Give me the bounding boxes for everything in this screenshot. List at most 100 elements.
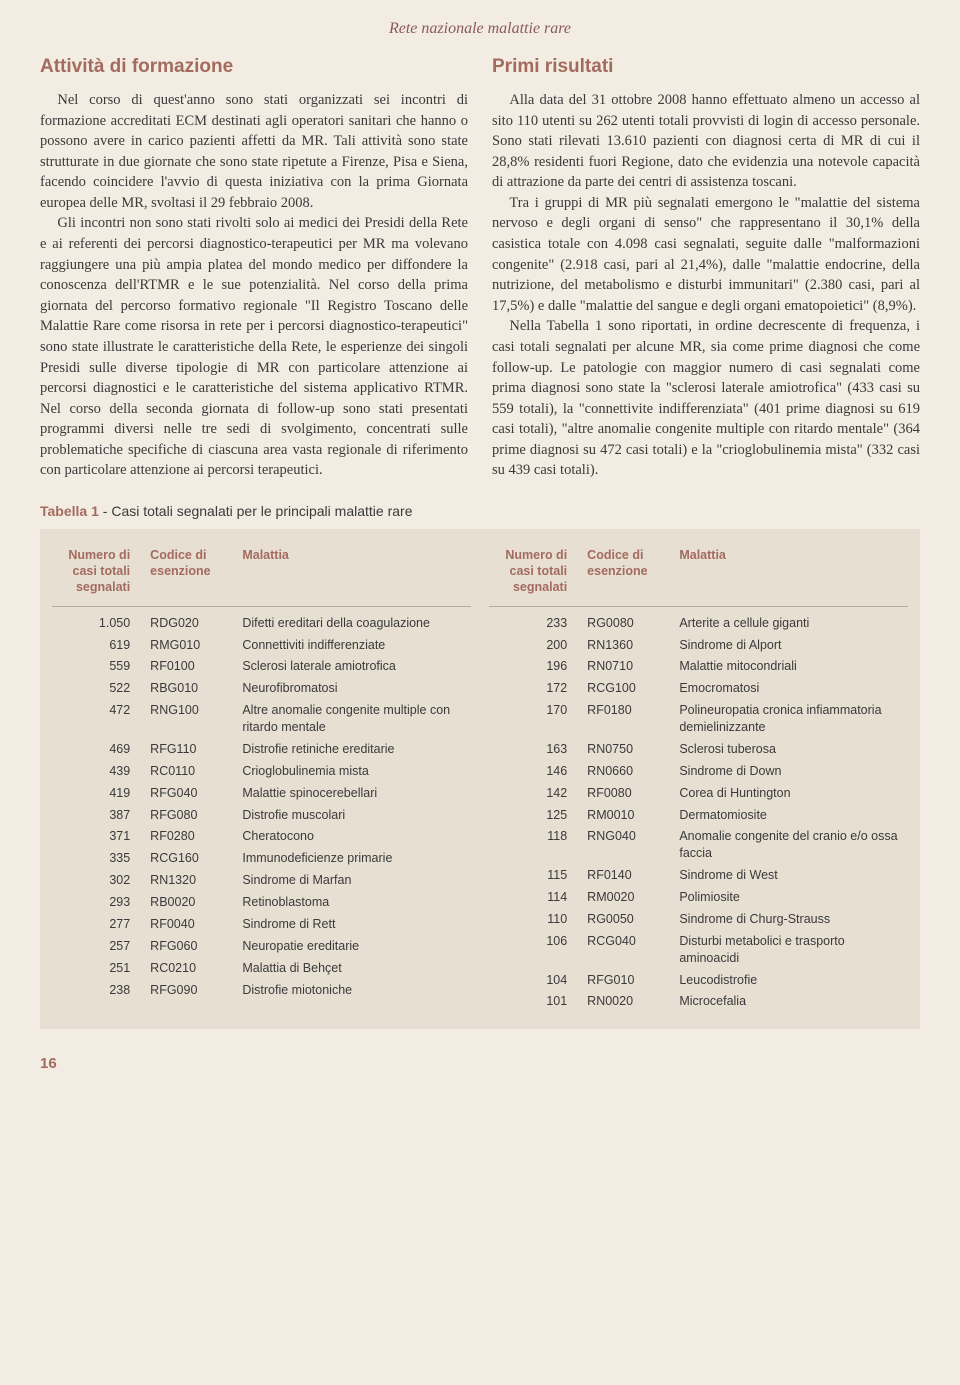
cell-code: RF0100	[144, 656, 236, 678]
th-code: Codice di esenzione	[144, 543, 236, 606]
table-caption: Tabella 1 - Casi totali segnalati per le…	[40, 503, 920, 519]
cell-code: RG0050	[581, 908, 673, 930]
table-row: 559RF0100Sclerosi laterale amiotrofica	[52, 656, 471, 678]
cell-disease: Sclerosi laterale amiotrofica	[236, 656, 471, 678]
table-row: 146RN0660Sindrome di Down	[489, 760, 908, 782]
cell-num: 172	[489, 678, 581, 700]
cell-disease: Distrofie muscolari	[236, 804, 471, 826]
cell-disease: Corea di Huntington	[673, 782, 908, 804]
disease-table-right: Numero di casi totali segnalati Codice d…	[489, 543, 908, 1013]
table-row: 619RMG010Connettiviti indifferenziate	[52, 634, 471, 656]
cell-num: 106	[489, 930, 581, 969]
table-row: 469RFG110Distrofie retiniche ereditarie	[52, 738, 471, 760]
table-left-col: Numero di casi totali segnalati Codice d…	[52, 543, 471, 1013]
table-row: 118RNG040Anomalie congenite del cranio e…	[489, 826, 908, 865]
cell-code: RCG160	[144, 848, 236, 870]
right-paragraph-2: Tra i gruppi di MR più segnalati emergon…	[492, 193, 920, 316]
cell-code: RNG100	[144, 700, 236, 739]
cell-code: RF0080	[581, 782, 673, 804]
cell-code: RF0040	[144, 913, 236, 935]
cell-code: RDG020	[144, 606, 236, 634]
cell-code: RM0010	[581, 804, 673, 826]
table-row: 101RN0020Microcefalia	[489, 991, 908, 1013]
cell-disease: Leucodistrofie	[673, 969, 908, 991]
cell-disease: Malattie spinocerebellari	[236, 782, 471, 804]
cell-disease: Distrofie miotoniche	[236, 979, 471, 1001]
table-row: 419RFG040Malattie spinocerebellari	[52, 782, 471, 804]
table-caption-label: Tabella 1	[40, 503, 99, 519]
cell-num: 469	[52, 738, 144, 760]
left-paragraph-1: Nel corso di quest'anno sono stati organ…	[40, 90, 468, 213]
cell-num: 200	[489, 634, 581, 656]
cell-code: RC0110	[144, 760, 236, 782]
cell-disease: Polimiosite	[673, 887, 908, 909]
cell-num: 104	[489, 969, 581, 991]
cell-num: 472	[52, 700, 144, 739]
table-row: 335RCG160Immunodeficienze primarie	[52, 848, 471, 870]
cell-num: 110	[489, 908, 581, 930]
left-section-title: Attività di formazione	[40, 56, 468, 78]
page-number: 16	[40, 1055, 920, 1072]
cell-disease: Arterite a cellule giganti	[673, 606, 908, 634]
table-row: 233RG0080Arterite a cellule giganti	[489, 606, 908, 634]
table-row: 163RN0750Sclerosi tuberosa	[489, 738, 908, 760]
table-row: 522RBG010Neurofibromatosi	[52, 678, 471, 700]
table-row: 371RF0280Cheratocono	[52, 826, 471, 848]
cell-code: RN1360	[581, 634, 673, 656]
cell-code: RN0020	[581, 991, 673, 1013]
cell-disease: Sindrome di Down	[673, 760, 908, 782]
table-row: 293RB0020Retinoblastoma	[52, 892, 471, 914]
cell-code: RC0210	[144, 957, 236, 979]
cell-num: 371	[52, 826, 144, 848]
cell-disease: Crioglobulinemia mista	[236, 760, 471, 782]
table-row: 472RNG100Altre anomalie congenite multip…	[52, 700, 471, 739]
right-section-title: Primi risultati	[492, 56, 920, 78]
cell-num: 115	[489, 865, 581, 887]
table-row: 106RCG040Disturbi metabolici e trasporto…	[489, 930, 908, 969]
table-row: 302RN1320Sindrome di Marfan	[52, 870, 471, 892]
table-row: 238RFG090Distrofie miotoniche	[52, 979, 471, 1001]
text-columns: Attività di formazione Nel corso di ques…	[40, 56, 920, 481]
cell-num: 559	[52, 656, 144, 678]
right-paragraph-3: Nella Tabella 1 sono riportati, in ordin…	[492, 316, 920, 481]
cell-num: 118	[489, 826, 581, 865]
cell-disease: Altre anomalie congenite multiple con ri…	[236, 700, 471, 739]
table-row: 110RG0050Sindrome di Churg-Strauss	[489, 908, 908, 930]
left-paragraph-2: Gli incontri non sono stati rivolti solo…	[40, 213, 468, 481]
right-column: Primi risultati Alla data del 31 ottobre…	[492, 56, 920, 481]
cell-disease: Sindrome di Alport	[673, 634, 908, 656]
table-right-col: Numero di casi totali segnalati Codice d…	[489, 543, 908, 1013]
th-num: Numero di casi totali segnalati	[489, 543, 581, 606]
cell-code: RFG080	[144, 804, 236, 826]
cell-disease: Malattia di Behçet	[236, 957, 471, 979]
table-row: 200RN1360Sindrome di Alport	[489, 634, 908, 656]
table-row: 114RM0020Polimiosite	[489, 887, 908, 909]
cell-disease: Neuropatie ereditarie	[236, 935, 471, 957]
cell-code: RFG060	[144, 935, 236, 957]
cell-code: RN0660	[581, 760, 673, 782]
cell-code: RCG100	[581, 678, 673, 700]
table-row: 115RF0140Sindrome di West	[489, 865, 908, 887]
cell-num: 170	[489, 700, 581, 739]
cell-code: RFG040	[144, 782, 236, 804]
table-row: 170RF0180Polineuropatia cronica infiamma…	[489, 700, 908, 739]
cell-code: RFG010	[581, 969, 673, 991]
cell-disease: Connettiviti indifferenziate	[236, 634, 471, 656]
cell-num: 387	[52, 804, 144, 826]
cell-num: 419	[52, 782, 144, 804]
cell-code: RCG040	[581, 930, 673, 969]
cell-disease: Microcefalia	[673, 991, 908, 1013]
cell-num: 196	[489, 656, 581, 678]
cell-num: 101	[489, 991, 581, 1013]
table-container: Numero di casi totali segnalati Codice d…	[40, 529, 920, 1029]
disease-table-left: Numero di casi totali segnalati Codice d…	[52, 543, 471, 1001]
cell-disease: Sindrome di Marfan	[236, 870, 471, 892]
cell-code: RMG010	[144, 634, 236, 656]
cell-disease: Emocromatosi	[673, 678, 908, 700]
cell-code: RF0280	[144, 826, 236, 848]
cell-disease: Retinoblastoma	[236, 892, 471, 914]
cell-disease: Distrofie retiniche ereditarie	[236, 738, 471, 760]
cell-disease: Disturbi metabolici e trasporto aminoaci…	[673, 930, 908, 969]
cell-code: RFG090	[144, 979, 236, 1001]
cell-code: RN1320	[144, 870, 236, 892]
